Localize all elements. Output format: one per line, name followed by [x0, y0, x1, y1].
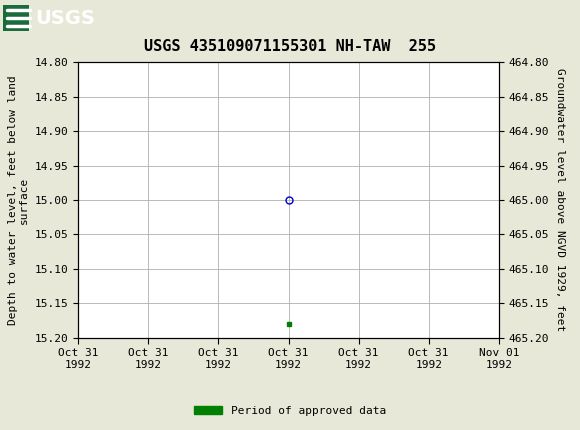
Legend: Period of approved data: Period of approved data: [190, 401, 390, 420]
Y-axis label: Depth to water level, feet below land
surface: Depth to water level, feet below land su…: [8, 75, 29, 325]
Text: USGS: USGS: [35, 9, 95, 28]
Y-axis label: Groundwater level above NGVD 1929, feet: Groundwater level above NGVD 1929, feet: [554, 68, 564, 332]
Text: USGS 435109071155301 NH-TAW  255: USGS 435109071155301 NH-TAW 255: [144, 39, 436, 54]
Bar: [3, 6, 29, 31]
